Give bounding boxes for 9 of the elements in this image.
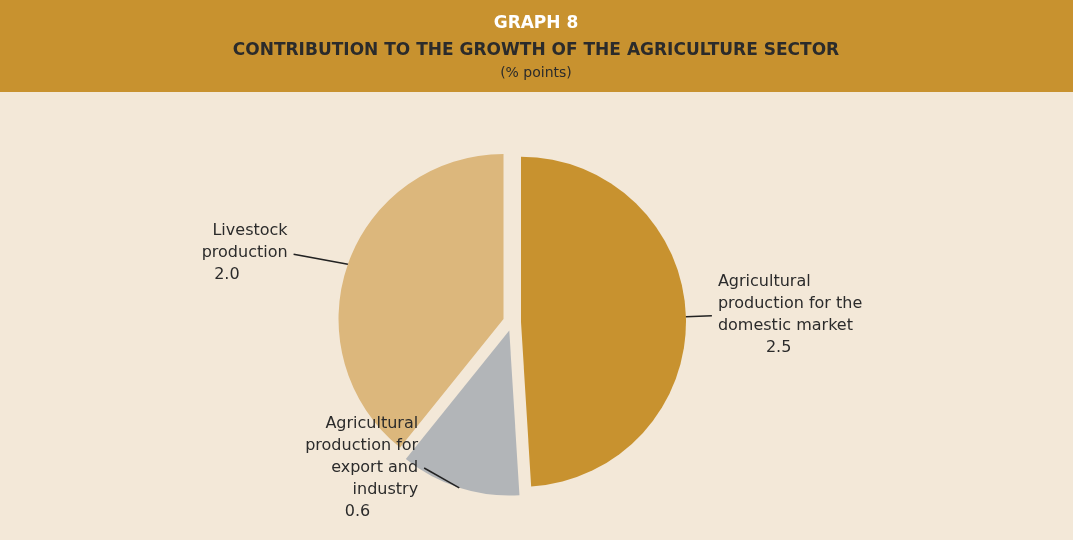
data-label: 2.0 — [214, 264, 240, 284]
data-label: 2.5 — [765, 336, 792, 356]
chart-title: GRAPH 8 — [493, 12, 579, 32]
chart-subtitle: CONTRIBUTION TO THE GROWTH OF THE AGRICULTURE SECTOR — [232, 39, 840, 59]
slice-label: Livestock production — [201, 220, 289, 262]
data-label: 0.6 — [344, 501, 371, 520]
slice-label: Agricultural production for the domestic market — [717, 270, 863, 334]
slice-label: Agricultural production for export and industry — [305, 413, 419, 498]
text: (% points) — [500, 64, 572, 80]
